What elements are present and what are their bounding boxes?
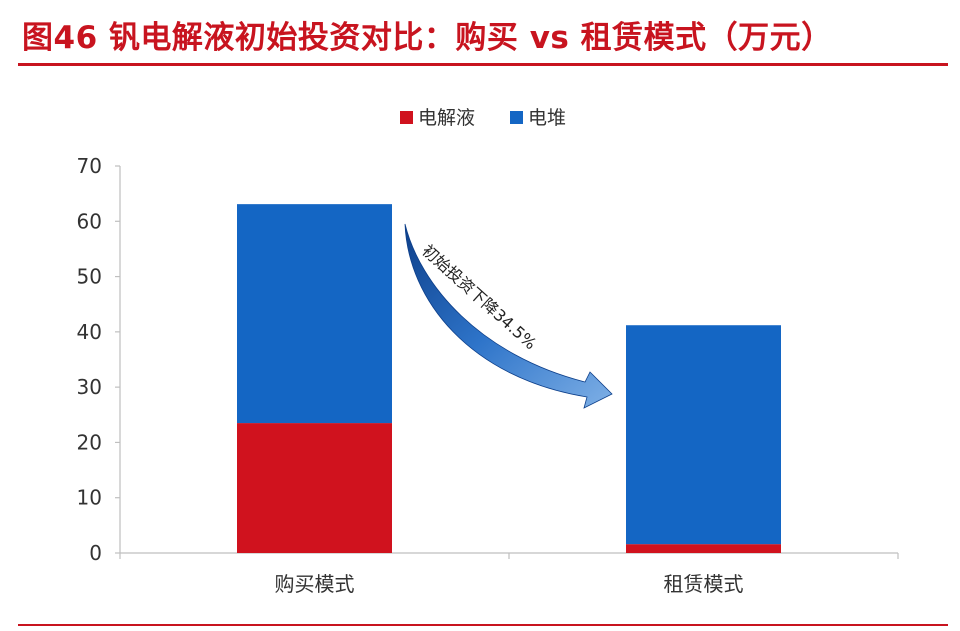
y-tick-label: 40 xyxy=(77,320,102,344)
bar-stack-0 xyxy=(237,204,392,424)
bar-electrolyte-0 xyxy=(237,423,392,553)
x-axis-labels: 购买模式 租赁模式 xyxy=(275,572,744,596)
legend-swatch-electrolyte xyxy=(400,111,413,124)
bar-electrolyte-1 xyxy=(626,544,781,553)
bar-stack-1 xyxy=(626,325,781,545)
chart-title: 图46 钒电解液初始投资对比：购买 vs 租赁模式（万元） xyxy=(22,20,833,56)
legend-label-electrolyte: 电解液 xyxy=(418,107,475,129)
decline-annotation: 初始投资下降34.5% xyxy=(404,223,613,409)
title-underline xyxy=(18,63,948,66)
legend-label-stack: 电堆 xyxy=(528,107,566,129)
x-tick-label: 租赁模式 xyxy=(664,572,744,596)
decline-arrow xyxy=(404,223,613,409)
y-tick-label: 30 xyxy=(77,375,102,399)
legend-swatch-stack xyxy=(510,111,523,124)
y-tick-label: 60 xyxy=(77,209,102,233)
legend: 电解液 电堆 xyxy=(400,107,566,129)
y-tick-label: 0 xyxy=(89,541,102,565)
y-tick-label: 20 xyxy=(77,430,102,454)
y-tick-label: 70 xyxy=(77,154,102,178)
x-tick-label: 购买模式 xyxy=(275,572,355,596)
bottom-rule xyxy=(18,624,948,626)
y-tick-label: 10 xyxy=(77,486,102,510)
bars xyxy=(237,204,781,553)
y-tick-label: 50 xyxy=(77,265,102,289)
